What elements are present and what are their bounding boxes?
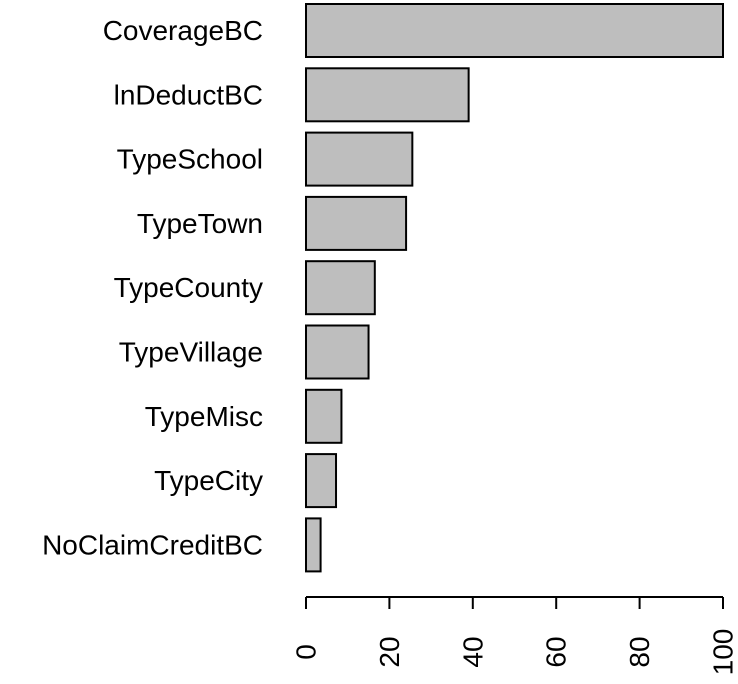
category-label: TypeTown [137,208,263,239]
bar-TypeMisc [305,388,343,444]
bar-TypeCounty [305,260,376,316]
bar-TypeSchool [305,131,414,187]
x-tick-label: 60 [541,636,572,667]
bar-TypeCity [305,453,338,509]
bars-group [305,3,724,573]
category-label: TypeCounty [114,272,263,303]
category-label: lnDeductBC [114,79,263,110]
category-label: NoClaimCreditBC [42,529,263,560]
category-label: CoverageBC [103,15,263,46]
x-axis: 0 20 40 60 80 100 [291,596,738,676]
category-labels: CoverageBC lnDeductBC TypeSchool TypeTown Ty… [42,15,263,560]
x-tick-label: 40 [457,636,488,667]
x-tick-label: 0 [291,644,322,660]
bar-NoClaimCreditBC [305,517,322,573]
x-tick-label: 100 [708,629,738,676]
bar-lnDeductBC [305,67,470,123]
bar-CoverageBC [305,3,724,58]
x-tick-label: 20 [374,636,405,667]
category-label: TypeCity [154,465,263,496]
category-label: TypeVillage [119,337,263,368]
x-tick-label: 80 [624,636,655,667]
bar-TypeTown [305,195,408,251]
bar-TypeVillage [305,324,370,380]
category-label: TypeMisc [145,401,263,432]
category-label: TypeSchool [117,144,263,175]
